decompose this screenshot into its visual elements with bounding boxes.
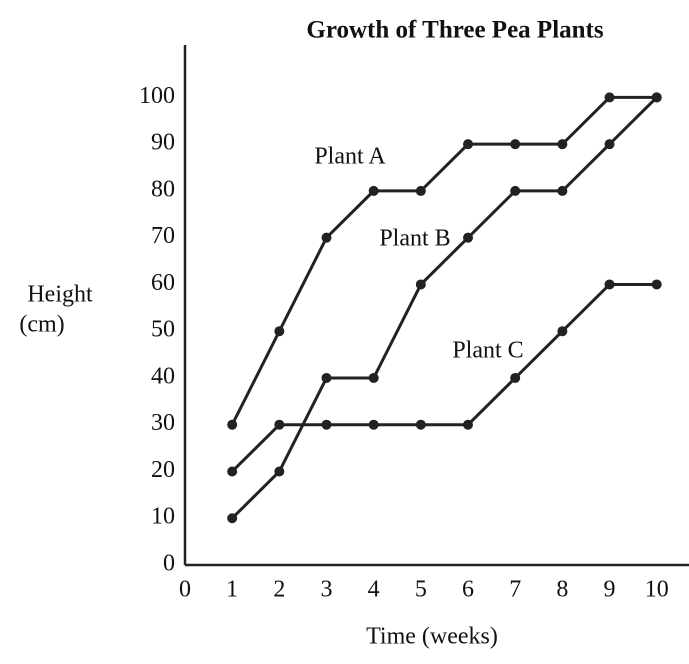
data-point <box>463 419 474 430</box>
data-point <box>651 279 662 290</box>
data-point <box>274 419 285 430</box>
y-tick-label: 20 <box>151 457 175 483</box>
data-point <box>604 279 615 290</box>
annotation: Plant A <box>314 144 386 170</box>
x-tick-label: 4 <box>368 577 380 603</box>
data-point <box>368 185 379 196</box>
data-point <box>651 92 662 103</box>
y-tick-label: 30 <box>151 410 175 436</box>
y-tick-label: 60 <box>151 270 175 296</box>
data-point <box>415 419 426 430</box>
y-tick-label: 70 <box>151 223 175 249</box>
data-point <box>557 185 568 196</box>
x-tick-label: 9 <box>604 577 616 603</box>
x-tick-label: 1 <box>226 577 238 603</box>
data-point <box>604 139 615 150</box>
data-point <box>227 419 238 430</box>
x-tick-label: 7 <box>509 577 521 603</box>
y-tick-label: 80 <box>151 176 175 202</box>
data-point <box>604 92 615 103</box>
data-point <box>274 326 285 337</box>
data-point <box>274 466 285 477</box>
data-point <box>321 419 332 430</box>
x-tick-label: 6 <box>462 577 474 603</box>
annotation: Plant C <box>452 338 523 364</box>
series-line <box>231 282 657 473</box>
data-point <box>227 466 238 477</box>
x-axis-label: Time (weeks) <box>366 624 498 650</box>
x-tick-label: 8 <box>556 577 568 603</box>
data-point <box>368 372 379 383</box>
y-tick-label: 100 <box>139 83 175 109</box>
x-tick-label: 0 <box>179 577 191 603</box>
chart-title: Growth of Three Pea Plants <box>306 17 603 44</box>
data-point <box>557 139 568 150</box>
x-tick-label: 3 <box>321 577 333 603</box>
x-tick-label: 2 <box>273 577 285 603</box>
data-point <box>368 419 379 430</box>
y-tick-label: 50 <box>151 317 175 343</box>
data-point <box>557 326 568 337</box>
annotation: Plant B <box>379 226 450 252</box>
y-tick-label: 0 <box>163 551 175 577</box>
x-tick-label: 10 <box>645 577 669 603</box>
series-line <box>231 96 658 520</box>
data-point <box>510 185 521 196</box>
data-point <box>510 372 521 383</box>
y-tick-label: 90 <box>151 130 175 156</box>
data-point <box>321 372 332 383</box>
data-point <box>463 139 474 150</box>
data-point <box>510 139 521 150</box>
y-tick-label: 40 <box>151 363 175 389</box>
x-tick-label: 5 <box>415 577 427 603</box>
data-point <box>321 232 332 243</box>
y-tick-label: 10 <box>151 504 175 530</box>
series-line <box>230 95 657 426</box>
data-point <box>227 513 238 524</box>
y-axis-label: Height <box>27 282 93 308</box>
data-point <box>415 185 426 196</box>
data-point <box>463 232 474 243</box>
y-axis-label: (cm) <box>19 312 64 338</box>
data-point <box>415 279 426 290</box>
